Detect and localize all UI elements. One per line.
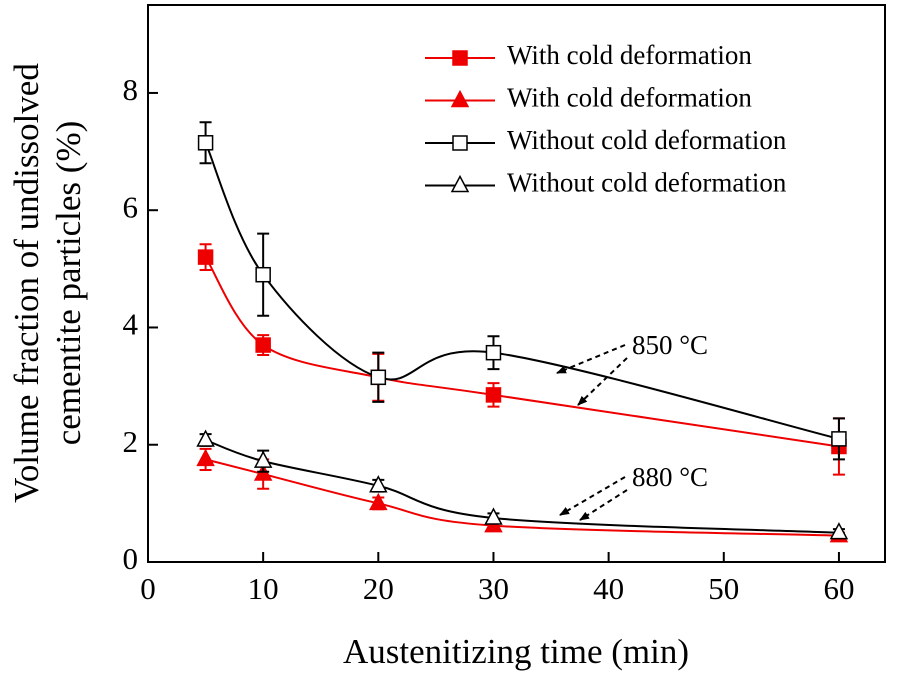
x-tick-label: 50 [708,571,739,606]
data-point [196,429,215,447]
legend-marker [450,174,470,193]
legend-label: Without cold deformation [507,168,787,198]
data-point [197,135,214,151]
fit-line [205,439,839,534]
data-point [485,344,502,361]
y-tick-label: 8 [123,72,139,107]
arrow [559,476,626,516]
data-point [369,492,388,511]
x-axis-label: Austenitizing time (min) [343,632,689,671]
legend-label: Without cold deformation [507,125,787,155]
data-point [485,387,502,403]
data-point [370,369,387,386]
data-point [831,431,847,447]
x-tick-label: 10 [248,571,279,606]
data-point [369,475,388,493]
y-axis-label: cementite particles (%) [49,121,88,446]
x-tick-label: 40 [593,571,624,606]
legend-marker [450,89,470,108]
legend-label: With cold deformation [507,40,752,70]
x-tick-label: 60 [823,571,854,606]
arrow [579,489,628,521]
legend-label: With cold deformation [507,83,752,113]
annotation: 880 °C [632,462,708,492]
fit-line [204,142,840,440]
y-tick-label: 2 [123,424,139,459]
data-point [829,522,849,540]
y-tick-label: 4 [123,307,139,342]
x-tick-label: 0 [140,571,156,606]
fit-line [204,256,840,448]
fit-line [205,458,839,537]
plot-frame [147,4,886,563]
data-point [196,448,215,467]
data-point [255,266,271,283]
y-tick-label: 0 [123,541,139,576]
data-point [253,450,273,468]
y-tick-label: 6 [123,189,139,224]
data-point [197,249,214,265]
legend-marker [452,135,468,151]
data-point [484,507,503,525]
arrow [577,357,628,406]
x-tick-label: 30 [478,571,509,606]
data-point [255,337,271,353]
annotation: 850 °C [632,330,708,360]
legend-marker [452,50,468,66]
arrow [556,344,626,374]
y-axis-label: Volume fraction of undissolved [7,63,46,503]
x-tick-label: 20 [363,571,394,606]
